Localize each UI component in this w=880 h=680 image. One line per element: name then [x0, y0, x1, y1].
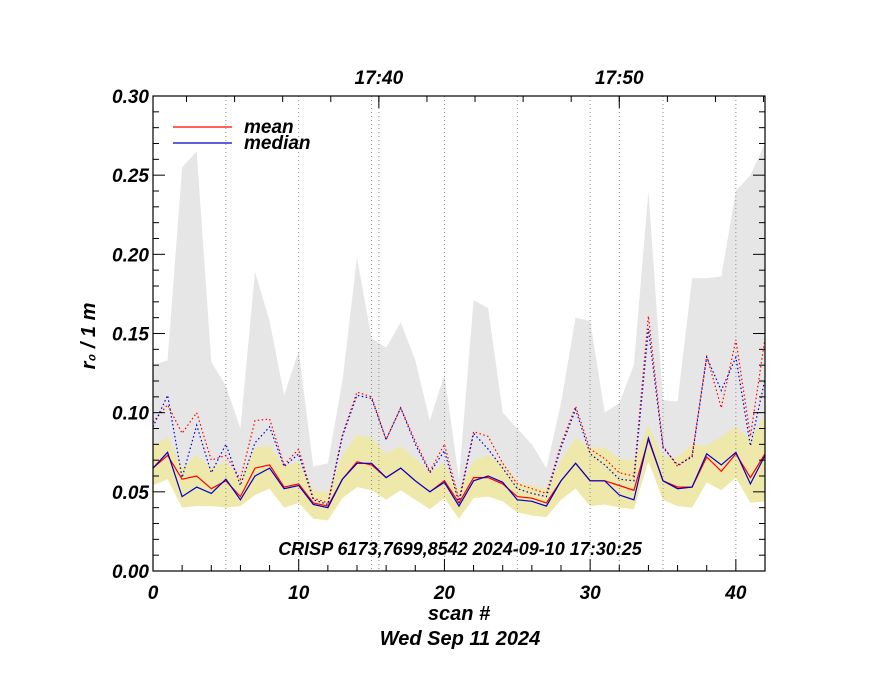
- y-axis-label: r₀ / 1 m: [78, 303, 100, 370]
- series-lines: [152, 316, 766, 509]
- tick-labels: 0 10 20 30 40 17:40 17:50 0.00 0.05 0.10 0.15 0.20 0…: [112, 68, 747, 604]
- legend: mean median: [173, 117, 311, 154]
- plot-frame: [152, 95, 766, 572]
- date-label: Wed Sep 11 2024: [380, 628, 540, 650]
- series-line-3: [152, 328, 766, 506]
- x-axis-label: scan #: [428, 603, 491, 625]
- time-tick-label-1: 17:50: [595, 68, 644, 89]
- legend-label-median: median: [244, 133, 311, 154]
- y-tick-label-6: 0.30: [112, 87, 149, 108]
- y-tick-label-4: 0.20: [112, 245, 149, 266]
- y-tick-label-5: 0.25: [112, 166, 149, 187]
- y-tick-label-1: 0.05: [112, 483, 149, 504]
- y-tick-label-0: 0.00: [112, 562, 149, 583]
- y-tick-label-3: 0.15: [112, 325, 149, 346]
- gray-range-band: [153, 143, 765, 511]
- x-tick-label-4: 40: [724, 583, 747, 604]
- y-tick-label-2: 0.10: [112, 404, 149, 425]
- series-line-2: [152, 316, 766, 504]
- x-tick-label-1: 10: [288, 583, 310, 604]
- chart-annotation: CRISP 6173,7699,8542 2024-09-10 17:30:25: [278, 539, 643, 559]
- x-tick-label-3: 30: [580, 583, 602, 604]
- x-tick-label-0: 0: [148, 583, 159, 604]
- series-line-1: [152, 435, 766, 509]
- legend-label-mean: mean: [244, 117, 294, 138]
- x-tick-label-2: 20: [433, 583, 456, 604]
- time-tick-label-0: 17:40: [355, 68, 404, 89]
